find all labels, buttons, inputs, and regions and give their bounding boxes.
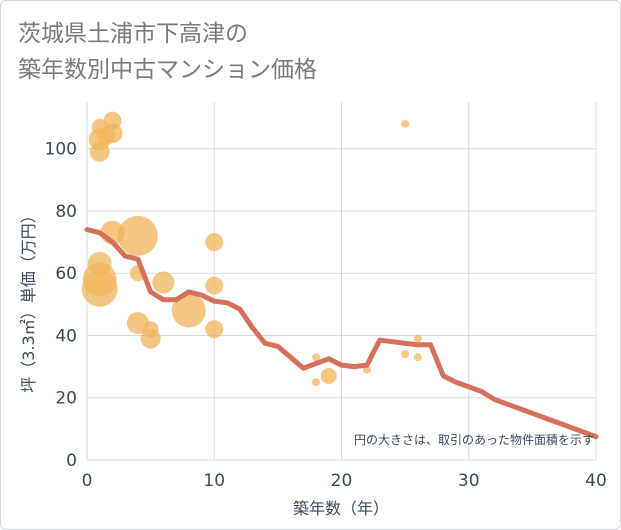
data-point [89,141,110,162]
y-axis-label: 坪（3.3㎡）単価（万円） [19,207,38,392]
y-tick-label: 100 [45,140,77,160]
x-tick-label: 20 [331,471,353,491]
chart-title-line1: 茨城県土浦市下高津の [18,21,248,47]
y-tick-label: 40 [55,326,77,346]
x-tick-label: 40 [585,471,607,491]
data-point [312,378,321,387]
data-point [205,276,224,295]
size-annotation: 円の大きさは、取引のあった物件面積を示す [354,432,594,447]
tick-labels: 0 10 20 30 40 0 20 40 60 80 100 [45,140,607,491]
data-point [140,328,161,349]
x-tick-label: 10 [203,471,225,491]
y-tick-label: 60 [55,264,77,284]
y-tick-label: 80 [55,202,77,222]
data-point [401,350,410,359]
data-point [102,123,123,144]
trend-series [84,227,599,440]
y-tick-label: 0 [66,451,77,471]
chart-title: 茨城県土浦市下高津の 築年数別中古マンション価格 [18,16,317,88]
x-axis-label: 築年数（年） [293,499,389,518]
data-point [117,215,158,256]
x-tick-label: 0 [82,471,93,491]
data-point [312,353,321,362]
data-point [81,270,118,307]
data-point [320,367,337,384]
y-tick-label: 20 [55,389,77,409]
trend-line [84,227,599,440]
data-point [413,353,422,362]
bubble-series [81,111,422,387]
data-point [413,334,422,343]
data-point [401,119,410,128]
data-point [171,293,206,328]
chart-title-line2: 築年数別中古マンション価格 [18,57,317,83]
data-point [205,233,224,252]
data-point [152,271,175,294]
x-tick-label: 30 [458,471,480,491]
data-point [205,320,224,339]
